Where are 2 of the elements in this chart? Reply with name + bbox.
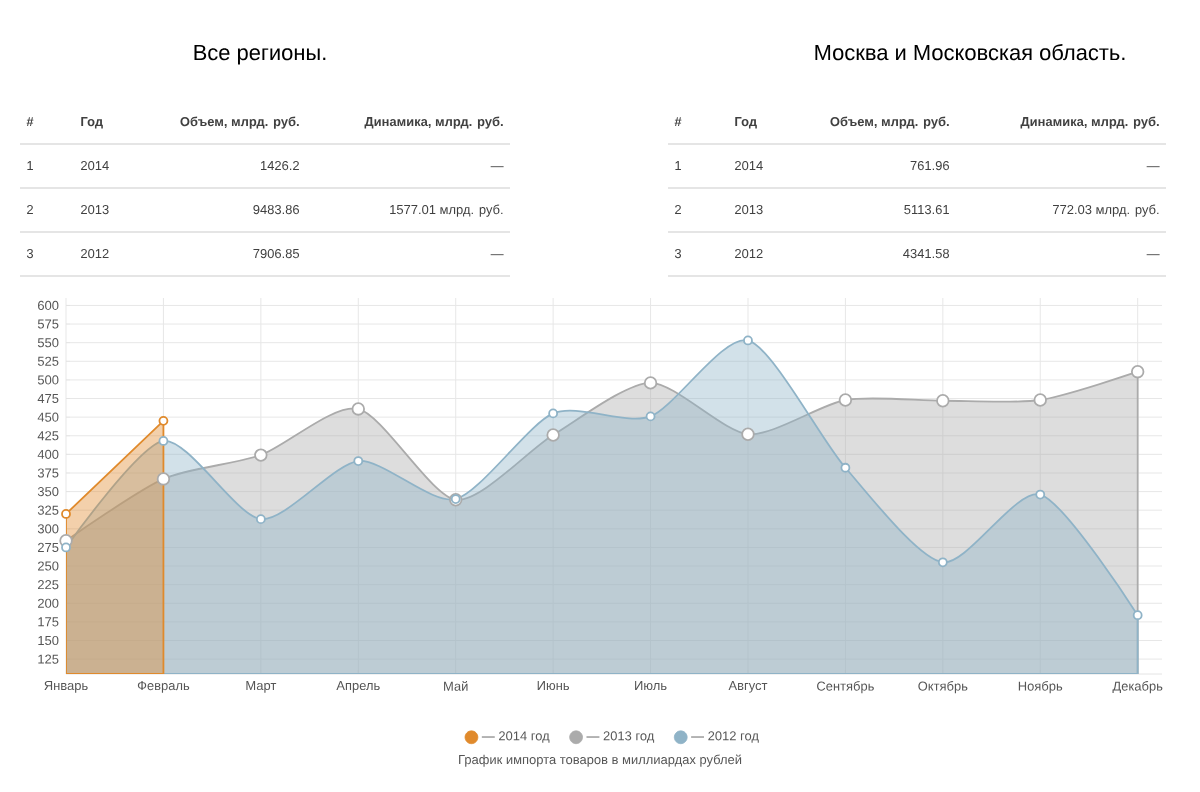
text: Москва и Московская область. xyxy=(815,43,1125,61)
text: Все регионы. xyxy=(194,44,326,65)
